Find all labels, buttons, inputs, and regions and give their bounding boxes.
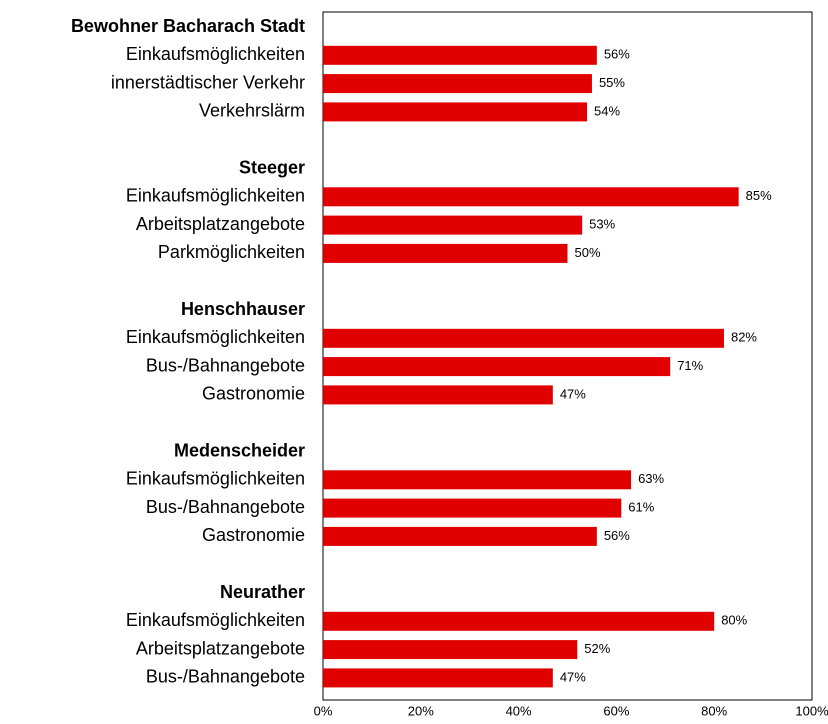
bar <box>323 357 671 377</box>
x-tick-label: 100% <box>795 703 828 718</box>
value-label: 80% <box>721 613 747 628</box>
category-label: Bus-/Bahnangebote <box>146 667 305 687</box>
category-label: Arbeitsplatzangebote <box>136 638 305 658</box>
category-label: Einkaufsmöglichkeiten <box>126 610 305 630</box>
value-label: 63% <box>638 471 664 486</box>
group-label: Medenscheider <box>174 440 305 460</box>
bar <box>323 74 592 94</box>
category-label: Bus-/Bahnangebote <box>146 355 305 375</box>
category-label: Gastronomie <box>202 384 305 404</box>
value-label: 85% <box>746 188 772 203</box>
x-tick-label: 20% <box>408 703 434 718</box>
plot-frame <box>322 11 813 701</box>
value-label: 56% <box>604 47 630 62</box>
x-tick-label: 0% <box>314 703 333 718</box>
value-label: 61% <box>628 500 654 515</box>
bar <box>323 526 597 546</box>
bar <box>323 498 622 518</box>
value-label: 52% <box>584 641 610 656</box>
bar <box>323 243 568 263</box>
bar <box>323 215 583 235</box>
group-label: Neurather <box>220 582 305 602</box>
group-label: Bewohner Bacharach Stadt <box>71 16 305 36</box>
group-label: Henschhauser <box>181 299 305 319</box>
category-label: Einkaufsmöglichkeiten <box>126 469 305 489</box>
bar <box>323 187 739 207</box>
category-label: Arbeitsplatzangebote <box>136 214 305 234</box>
value-label: 53% <box>589 217 615 232</box>
group-label: Steeger <box>239 157 305 177</box>
bar <box>323 470 632 490</box>
value-label: 71% <box>677 358 703 373</box>
value-label: 50% <box>575 245 601 260</box>
bar <box>323 611 715 631</box>
x-tick-label: 60% <box>603 703 629 718</box>
category-label: Bus-/Bahnangebote <box>146 497 305 517</box>
value-label: 82% <box>731 330 757 345</box>
value-label: 55% <box>599 75 625 90</box>
bar <box>323 45 597 65</box>
category-label: Einkaufsmöglichkeiten <box>126 327 305 347</box>
bar <box>323 102 588 122</box>
category-label: Gastronomie <box>202 525 305 545</box>
category-label: innerstädtischer Verkehr <box>111 72 305 92</box>
category-label: Einkaufsmöglichkeiten <box>126 44 305 64</box>
x-tick-label: 40% <box>506 703 532 718</box>
value-label: 56% <box>604 528 630 543</box>
x-tick-label: 80% <box>701 703 727 718</box>
value-label: 54% <box>594 103 620 118</box>
value-label: 47% <box>560 386 586 401</box>
category-label: Parkmöglichkeiten <box>158 242 305 262</box>
bar <box>323 668 553 688</box>
bar <box>323 328 724 348</box>
value-label: 47% <box>560 669 586 684</box>
category-label: Verkehrslärm <box>199 101 305 121</box>
bar <box>323 640 578 660</box>
category-label: Einkaufsmöglichkeiten <box>126 186 305 206</box>
bar <box>323 385 553 405</box>
